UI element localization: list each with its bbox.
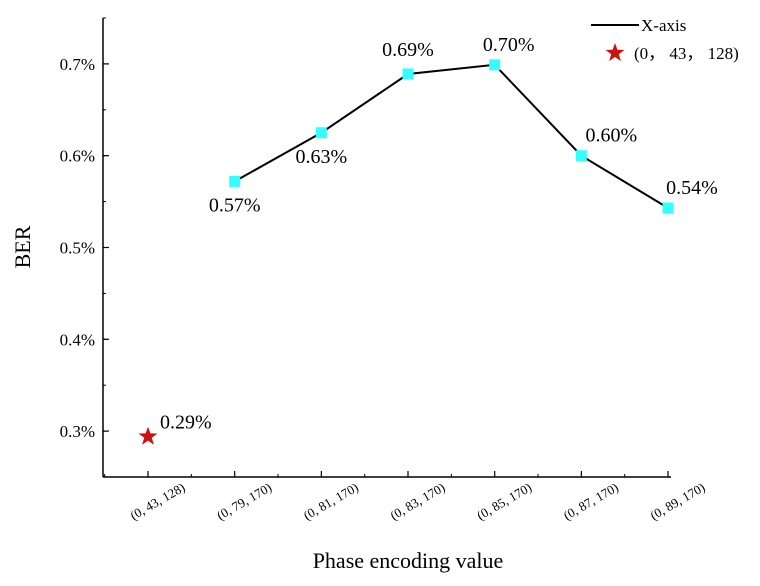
- y-tick-label: 0.6%: [60, 147, 95, 166]
- y-tick-label: 0.4%: [60, 330, 95, 349]
- data-label: 0.70%: [483, 34, 535, 56]
- legend: X-axis (0， 43， 128): [591, 16, 739, 63]
- legend-star-icon: [605, 43, 625, 62]
- data-point-marker: [229, 175, 241, 187]
- star-marker: [138, 426, 158, 445]
- data-label: 0.57%: [209, 194, 261, 216]
- x-tick-label: (0, 43, 128): [127, 480, 187, 523]
- legend-label-x-axis: X-axis: [641, 16, 686, 35]
- data-point-marker: [489, 59, 501, 71]
- data-point-marker: [575, 150, 587, 162]
- series-line-x-axis: [234, 63, 669, 209]
- legend-label-star: (0， 43， 128): [634, 44, 739, 63]
- axes: 0.3% 0.4% 0.5% 0.6% 0.7% (0, 43, 128) (0, 79, …: [60, 17, 708, 523]
- x-tick-label: (0, 87, 170): [561, 480, 621, 523]
- x-axis-label: Phase encoding value: [313, 548, 504, 573]
- x-tick-label: (0, 83, 170): [387, 480, 447, 523]
- y-tick-label: 0.3%: [60, 422, 95, 441]
- x-tick-label: (0, 79, 170): [214, 480, 274, 523]
- data-label: 0.29%: [160, 412, 212, 434]
- x-tick-label: (0, 81, 170): [301, 480, 361, 523]
- x-tick-label: (0, 85, 170): [474, 480, 534, 523]
- y-axis-label: BER: [10, 225, 35, 268]
- data-point-marker: [662, 202, 674, 214]
- x-tick-label: (0, 89, 170): [647, 480, 707, 523]
- data-label: 0.60%: [586, 125, 638, 147]
- data-label: 0.63%: [296, 146, 348, 168]
- data-label: 0.69%: [382, 39, 434, 61]
- y-tick-label: 0.5%: [60, 239, 95, 258]
- y-tick-label: 0.7%: [60, 55, 95, 74]
- marks: 0.57% 0.63% 0.69% 0.70% 0.60% 0.54% 0.29%: [138, 34, 718, 445]
- data-label: 0.54%: [666, 177, 718, 199]
- data-point-marker: [402, 68, 414, 80]
- data-point-marker: [315, 127, 327, 139]
